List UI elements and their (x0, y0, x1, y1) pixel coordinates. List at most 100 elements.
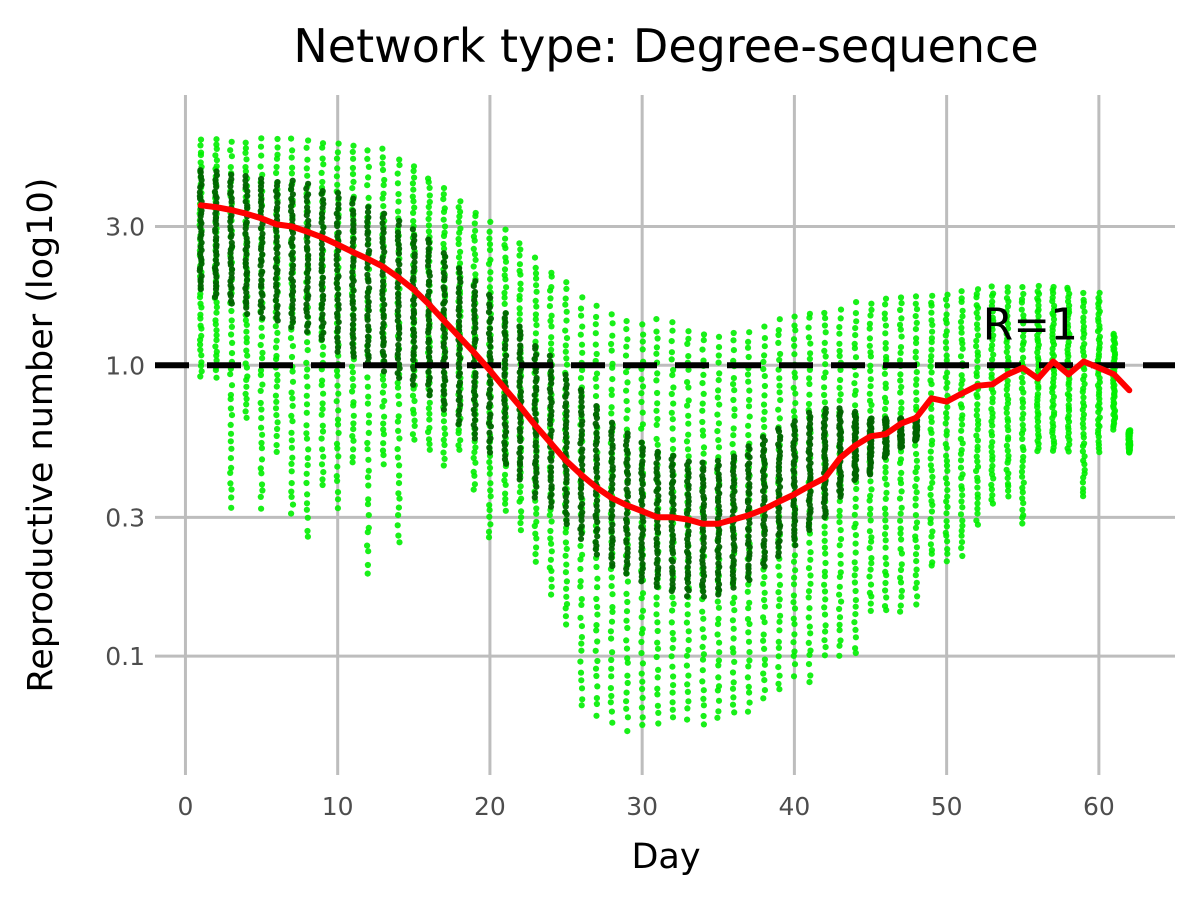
data-point (532, 330, 540, 337)
data-point (227, 183, 234, 190)
data-point (882, 544, 889, 551)
data-point (928, 533, 935, 540)
data-point (912, 495, 919, 502)
data-point (638, 595, 645, 602)
data-point (623, 617, 630, 624)
data-point (578, 481, 585, 488)
data-point (957, 318, 965, 325)
data-point (623, 705, 630, 712)
data-point (1003, 331, 1010, 338)
data-point (883, 489, 890, 496)
data-point (441, 298, 448, 305)
data-point (730, 635, 737, 642)
data-point (608, 665, 615, 672)
data-point (304, 172, 311, 179)
data-point (364, 570, 371, 577)
data-point (258, 470, 265, 477)
data-point (822, 628, 829, 635)
data-point (548, 491, 555, 498)
data-point (273, 163, 280, 171)
data-point (929, 479, 936, 486)
data-point (288, 437, 295, 444)
data-point (472, 401, 479, 408)
data-point (503, 284, 510, 291)
data-point (745, 533, 752, 540)
data-point (517, 434, 524, 441)
data-point (486, 513, 493, 520)
data-point (730, 541, 737, 548)
data-point (228, 231, 235, 238)
data-point (776, 316, 783, 323)
data-point (609, 649, 616, 656)
data-point (228, 153, 235, 160)
data-point (334, 334, 341, 341)
data-point (790, 467, 797, 474)
data-point (456, 265, 463, 272)
data-point (669, 644, 676, 652)
data-point (881, 310, 888, 317)
data-point (653, 601, 660, 608)
data-point (441, 334, 448, 342)
data-point (973, 302, 980, 309)
data-point (319, 351, 326, 358)
data-point (242, 173, 249, 180)
data-point (274, 179, 281, 186)
data-point (440, 449, 447, 456)
data-point (548, 368, 555, 375)
data-point (1018, 374, 1025, 381)
data-point (959, 504, 966, 511)
data-point (776, 672, 783, 679)
data-point (213, 327, 220, 334)
data-point (974, 332, 982, 339)
data-point (761, 335, 769, 342)
data-point (533, 505, 540, 512)
data-point (958, 532, 965, 539)
data-point (653, 580, 660, 587)
data-point (959, 412, 966, 419)
data-point (455, 442, 462, 449)
data-point (623, 343, 630, 350)
data-point (579, 500, 586, 508)
data-point (822, 559, 829, 567)
data-point (411, 436, 418, 443)
data-point (716, 543, 723, 551)
data-point (197, 167, 204, 174)
data-point (410, 326, 417, 333)
data-point (228, 307, 235, 315)
data-point (289, 454, 296, 461)
data-point (440, 387, 447, 394)
data-point (912, 551, 920, 558)
data-point (441, 374, 448, 381)
data-point (410, 381, 417, 388)
data-point (730, 432, 737, 439)
data-point (761, 537, 768, 544)
data-point (761, 603, 769, 610)
data-point (989, 395, 996, 402)
data-point (882, 380, 889, 387)
data-point (426, 288, 433, 295)
data-point (305, 320, 312, 327)
data-point (669, 436, 677, 443)
data-point (639, 565, 646, 572)
data-point (228, 504, 235, 511)
data-point (685, 453, 692, 460)
data-point (243, 383, 250, 390)
data-point (197, 322, 204, 329)
data-point (700, 721, 708, 728)
data-point (1019, 435, 1026, 443)
data-point (821, 588, 829, 595)
data-point (198, 181, 205, 188)
x-tick-label: 20 (474, 792, 506, 821)
data-point (548, 312, 555, 319)
data-point (242, 390, 249, 397)
data-point (851, 559, 858, 566)
data-point (455, 235, 462, 243)
data-point (303, 500, 311, 507)
data-point (1034, 317, 1042, 324)
data-point (744, 674, 752, 681)
x-tick-label: 10 (322, 792, 354, 821)
data-point (699, 488, 706, 495)
data-point (213, 337, 220, 344)
data-point (349, 326, 357, 333)
trend-line (197, 202, 1133, 527)
